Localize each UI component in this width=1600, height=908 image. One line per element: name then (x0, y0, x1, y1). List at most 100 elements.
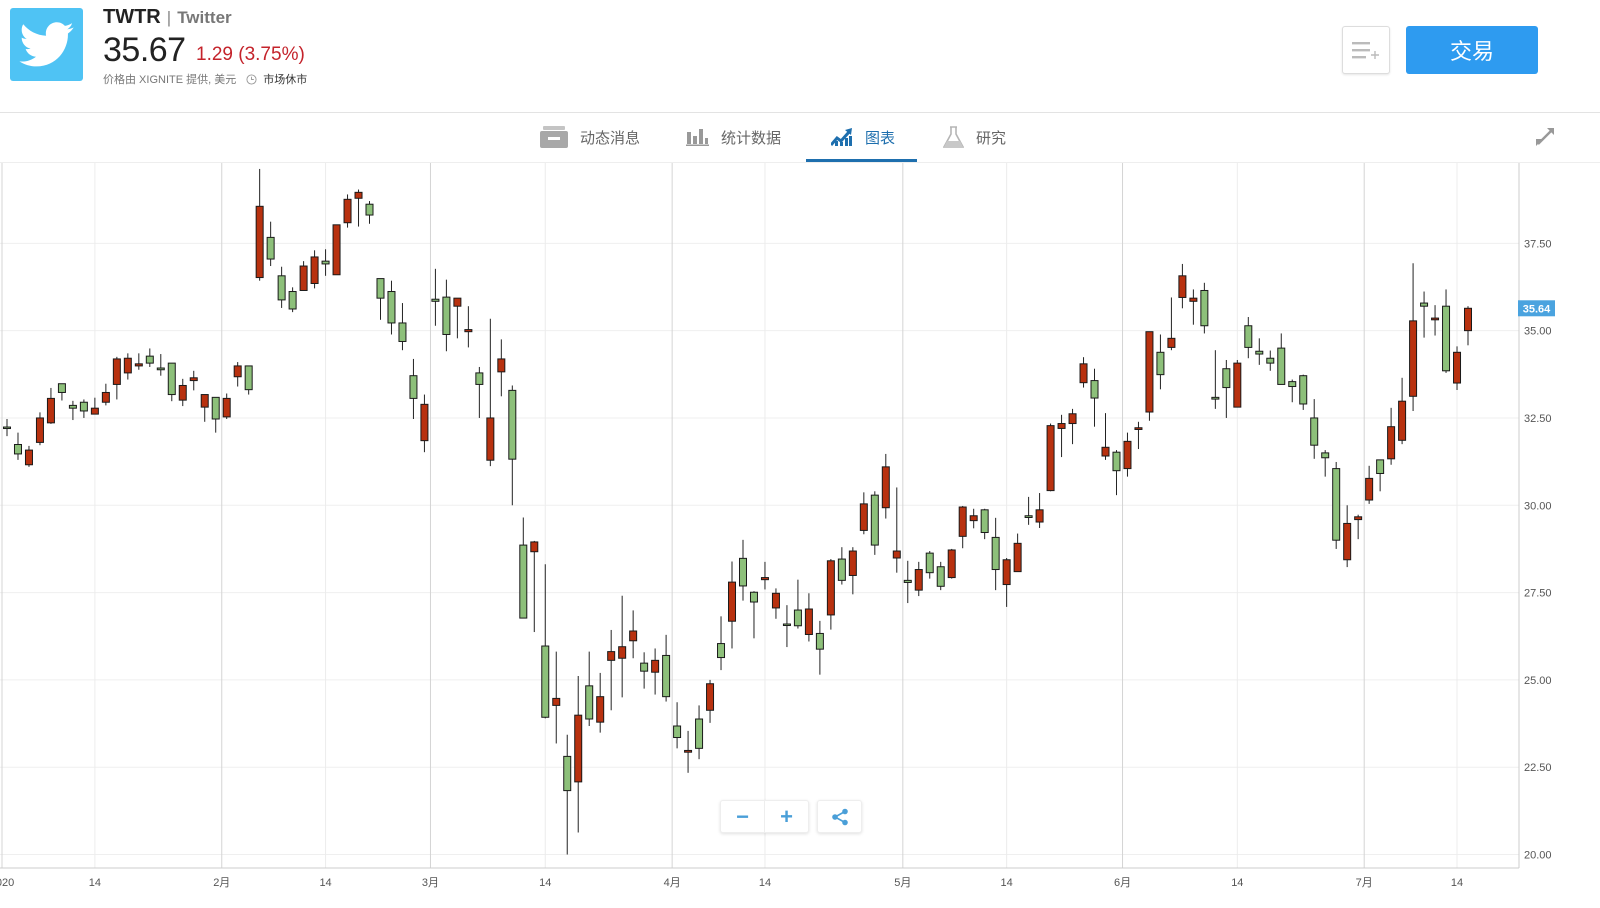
company-name: Twitter (177, 8, 232, 27)
candle-body-down (1299, 375, 1308, 405)
x-tick-label: 5月 (894, 877, 911, 889)
candle (420, 394, 429, 453)
candlestick-chart[interactable]: 20.00 22.50 25.00 27.50 30.00 32.50 35.00 37.50… (0, 163, 1600, 908)
candle-body-up (958, 506, 967, 537)
add-to-list-icon (1352, 42, 1379, 59)
candle-body-down (277, 275, 286, 301)
candle-body-up (1035, 509, 1044, 523)
x-tick-label: 2月 (213, 877, 230, 889)
candle-body-down (870, 494, 879, 546)
candle-body-down (640, 662, 649, 672)
chart-trend-icon (831, 128, 852, 146)
candle (859, 492, 868, 535)
candle-body-down (925, 552, 934, 574)
share-button[interactable] (817, 800, 862, 833)
candle (870, 491, 879, 555)
candle (947, 548, 956, 579)
x-tick-label: 14 (1451, 877, 1463, 889)
candle-body-down (1090, 380, 1099, 399)
candle-body-down (57, 383, 66, 393)
candle-body-up (728, 581, 737, 622)
candle-body-down (244, 365, 253, 391)
candle-body-up (35, 417, 44, 443)
candle (1332, 461, 1341, 549)
tab-news-feed[interactable]: 动态消息 (540, 113, 640, 161)
candle-body-up (178, 384, 187, 401)
trade-button[interactable]: 交易 (1406, 26, 1538, 74)
candle (101, 383, 110, 406)
candle-body-down (1442, 305, 1451, 372)
x-tick-label: 2020 (0, 877, 14, 889)
add-to-watchlist-button[interactable] (1342, 26, 1390, 74)
x-tick-label: 14 (759, 877, 771, 889)
candle (123, 353, 132, 380)
candle-body-down (717, 643, 726, 659)
y-tick-label: 22.50 (1524, 762, 1552, 774)
candle (1321, 450, 1330, 477)
candle-body-up (1013, 542, 1022, 573)
candle-body-down (903, 579, 912, 583)
candle-body-down (387, 291, 396, 324)
candle-body-down (782, 623, 791, 627)
candle (90, 397, 99, 415)
candle (673, 702, 682, 749)
candle-body-down (167, 362, 176, 396)
candle (1156, 334, 1165, 390)
candle (68, 400, 77, 421)
candle (1145, 331, 1154, 421)
candle (13, 432, 22, 460)
candle (991, 517, 1000, 591)
candle-body-up (804, 608, 813, 635)
candle (354, 189, 363, 227)
candle-body-down (1266, 357, 1275, 364)
candle (1310, 399, 1319, 459)
candle (442, 279, 451, 352)
candle-body-up (1057, 423, 1066, 429)
candle (585, 651, 594, 726)
candle (519, 517, 528, 619)
tab-chart[interactable]: 图表 (831, 113, 895, 161)
candle-body-down (695, 718, 704, 749)
price-source: 价格由 XIGNITE 提供, 美元 (103, 74, 237, 86)
candle-body-up (760, 577, 769, 581)
candle-body-up (969, 515, 978, 522)
candle (563, 734, 572, 855)
candle-body-down (68, 404, 77, 409)
candle (1442, 289, 1451, 373)
candle (35, 412, 44, 446)
tab-statistics[interactable]: 统计数据 (686, 113, 781, 161)
candle (1178, 263, 1187, 309)
y-tick-label: 37.50 (1524, 238, 1552, 250)
candle (695, 705, 704, 760)
candle-body-up (200, 394, 209, 408)
candle (310, 250, 319, 289)
candle (596, 672, 605, 733)
bar-chart-icon (686, 129, 709, 146)
zoom-in-button[interactable]: + (764, 801, 808, 832)
zoom-out-button[interactable]: − (736, 803, 749, 829)
tab-research[interactable]: 研究 (943, 113, 1006, 161)
candle (200, 394, 209, 422)
candle-body-up (1079, 363, 1088, 384)
candle-body-up (530, 541, 539, 553)
x-tick-label: 4月 (664, 877, 681, 889)
chart-grid (0, 163, 1519, 868)
candle (1068, 408, 1077, 445)
expand-icon (1536, 128, 1554, 146)
candle (1376, 459, 1385, 492)
last-price-marker (1518, 300, 1555, 317)
candle-body-up (859, 503, 868, 531)
expand-button[interactable] (1534, 126, 1556, 148)
candle (145, 348, 154, 367)
candle (1167, 297, 1176, 351)
candle-body-up (848, 550, 857, 576)
candle-body-down (991, 536, 1000, 571)
candle (793, 579, 802, 629)
candle-body-up (134, 363, 143, 367)
candle (486, 318, 495, 467)
twitter-bird-icon (18, 21, 74, 66)
candle (1189, 289, 1198, 325)
candle (409, 358, 418, 420)
candle (925, 551, 934, 579)
candle-body-up (1189, 297, 1198, 302)
